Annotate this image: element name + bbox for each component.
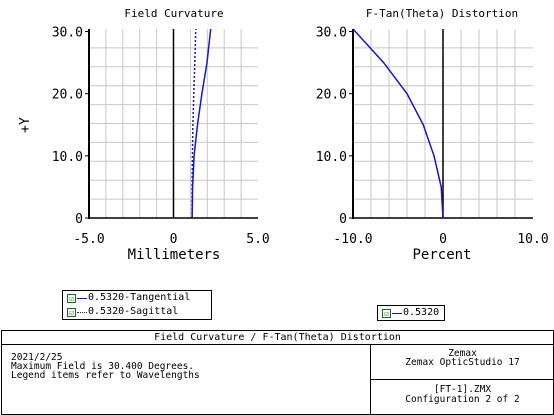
info-product-block: Zemax Zemax OpticStudio 17 [FT-1].ZMX Co…: [370, 345, 554, 414]
info-max-field: Maximum Field is 30.400 Degrees.: [11, 361, 195, 372]
checkbox-icon[interactable]: ☑: [382, 308, 391, 318]
x-tick-label: 0: [170, 232, 178, 247]
plots-canvas: Field Curvature -5.0 0 5.0 0 10.0 20.0 30.0 +Y…: [18, 7, 549, 263]
brand-name: Zemax: [448, 348, 477, 359]
legend-label: 0.5320-Sagittal: [88, 306, 179, 317]
y-tick-label: 0: [75, 212, 83, 227]
field-curvature-chart: Field Curvature -5.0 0 5.0 0 10.0 20.0 30.0 +Y…: [18, 7, 270, 263]
y-axis-label: +Y: [18, 117, 33, 133]
field-curvature-title: Field Curvature: [124, 7, 223, 20]
legend-label: 0.5320-Tangential: [88, 292, 191, 303]
solid-line-swatch: [392, 312, 402, 314]
dotted-line-swatch: [77, 311, 87, 313]
series-line-0-5320-tangential: [191, 28, 212, 219]
field-curvature-series: [191, 28, 212, 219]
info-file: [FT-1].ZMX Configuration 2 of 2: [371, 380, 554, 405]
field-curvature-axes: [88, 29, 258, 219]
solid-line-swatch: [77, 297, 87, 299]
y-tick-label: 20.0: [316, 88, 347, 103]
field-curvature-legend: ☑ 0.5320-Tangential ☑ 0.5320-Sagittal: [62, 290, 212, 320]
legend-item-wavelength[interactable]: ☑ 0.5320: [382, 306, 440, 320]
legend-item-tangential[interactable]: ☑ 0.5320-Tangential: [67, 291, 207, 305]
checkbox-icon[interactable]: ☑: [67, 307, 76, 317]
y-tick-label: 10.0: [52, 150, 83, 165]
x-tick-label: 10.0: [517, 232, 548, 247]
field-curvature-xlabel: Millimeters: [128, 247, 221, 263]
distortion-series: [352, 28, 444, 219]
y-tick-label: 30.0: [316, 25, 347, 40]
x-tick-label: -10.0: [333, 232, 372, 247]
distortion-title: F-Tan(Theta) Distortion: [366, 7, 518, 20]
y-tick-label: 20.0: [52, 88, 83, 103]
distortion-xlabel: Percent: [412, 247, 471, 263]
distortion-legend: ☑ 0.5320: [377, 305, 445, 321]
info-date: 2021/2/25: [11, 352, 63, 363]
info-panel: Field Curvature / F-Tan(Theta) Distortio…: [1, 330, 554, 415]
y-tick-label: 10.0: [316, 150, 347, 165]
configuration: Configuration 2 of 2: [405, 394, 520, 405]
info-product: Zemax Zemax OpticStudio 17: [371, 345, 554, 380]
field-curvature-ticks: -5.0 0 5.0 0 10.0 20.0 30.0: [52, 25, 270, 247]
y-tick-label: 0: [339, 212, 347, 227]
legend-item-sagittal[interactable]: ☑ 0.5320-Sagittal: [67, 305, 207, 319]
y-tick-label: 30.0: [52, 25, 83, 40]
info-panel-title: Field Curvature / F-Tan(Theta) Distortio…: [2, 331, 553, 345]
info-notes: 2021/2/25 Maximum Field is 30.400 Degree…: [11, 352, 200, 381]
legend-label: 0.5320: [403, 307, 440, 318]
series-line-0-5320-sagittal: [191, 28, 197, 218]
x-tick-label: 5.0: [246, 232, 269, 247]
product-name: Zemax OpticStudio 17: [405, 357, 520, 368]
checkbox-icon[interactable]: ☑: [67, 293, 76, 303]
x-tick-label: -5.0: [73, 232, 104, 247]
series-line-0-5320: [352, 28, 444, 219]
info-legend-note: Legend items refer to Wavelengths: [11, 370, 200, 381]
file-name: [FT-1].ZMX: [433, 384, 492, 395]
distortion-ticks: -10.0 0 10.0 0 10.0 20.0 30.0: [316, 25, 549, 247]
distortion-chart: F-Tan(Theta) Distortion -10.0 0 10.0 0 10.0 2…: [316, 7, 549, 263]
x-tick-label: 0: [439, 232, 447, 247]
